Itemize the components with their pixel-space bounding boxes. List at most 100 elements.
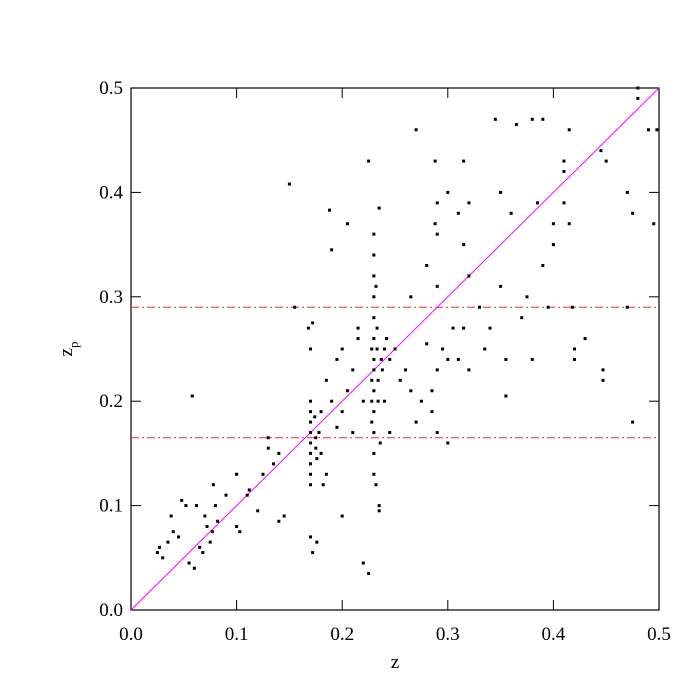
- point: [388, 431, 392, 435]
- point: [169, 514, 173, 518]
- point: [382, 347, 386, 351]
- point: [311, 551, 315, 555]
- point: [245, 493, 249, 497]
- point: [361, 399, 365, 403]
- point: [370, 420, 374, 424]
- point: [636, 96, 640, 100]
- plot-frame: [130, 87, 660, 611]
- point: [435, 201, 439, 205]
- y-axis-label: zp: [56, 342, 81, 357]
- point: [309, 399, 313, 403]
- point: [330, 399, 334, 403]
- point: [530, 117, 534, 121]
- point: [499, 190, 503, 194]
- point: [601, 368, 605, 372]
- point: [309, 535, 313, 539]
- x-tick-label: 0.2: [330, 624, 354, 645]
- point: [155, 551, 159, 555]
- point: [573, 347, 577, 351]
- point: [319, 410, 323, 414]
- point: [372, 232, 376, 236]
- point: [374, 483, 378, 487]
- point: [430, 389, 434, 393]
- point: [652, 222, 656, 226]
- point: [317, 431, 321, 435]
- point: [315, 457, 319, 461]
- point: [370, 347, 374, 351]
- point: [345, 389, 349, 393]
- point: [433, 159, 437, 163]
- point: [467, 274, 471, 278]
- point: [201, 551, 205, 555]
- point: [446, 357, 450, 361]
- point: [541, 263, 545, 267]
- point: [372, 337, 376, 341]
- point: [345, 222, 349, 226]
- point: [456, 357, 460, 361]
- point: [194, 504, 198, 508]
- point: [309, 347, 313, 351]
- point: [277, 519, 281, 523]
- point: [328, 208, 332, 212]
- point: [293, 305, 297, 309]
- point: [372, 253, 376, 257]
- point: [655, 128, 659, 132]
- point: [509, 211, 513, 215]
- point: [375, 326, 379, 330]
- point: [309, 420, 313, 424]
- point: [462, 159, 466, 163]
- point: [216, 519, 220, 523]
- point: [235, 524, 239, 528]
- point: [372, 389, 376, 393]
- point: [306, 326, 310, 330]
- point: [158, 545, 162, 549]
- point: [382, 399, 386, 403]
- point: [604, 159, 608, 163]
- point: [190, 394, 194, 398]
- point: [488, 326, 492, 330]
- point: [309, 451, 313, 455]
- point: [456, 211, 460, 215]
- point: [625, 305, 629, 309]
- point: [388, 357, 392, 361]
- point: [356, 337, 360, 341]
- point: [462, 326, 466, 330]
- point: [367, 159, 371, 163]
- point: [567, 222, 571, 226]
- point: [335, 357, 339, 361]
- point: [309, 441, 313, 445]
- point: [309, 483, 313, 487]
- point: [562, 170, 566, 174]
- point: [184, 504, 188, 508]
- point: [435, 232, 439, 236]
- point: [446, 190, 450, 194]
- point: [462, 243, 466, 247]
- x-tick-label: 0.4: [542, 624, 566, 645]
- point: [282, 514, 286, 518]
- point: [541, 117, 545, 121]
- point: [601, 378, 605, 382]
- point: [372, 451, 376, 455]
- point: [321, 483, 325, 487]
- point: [335, 425, 339, 429]
- point: [636, 86, 640, 90]
- point: [238, 530, 242, 534]
- point: [546, 305, 550, 309]
- y-tick-label: 0.4: [99, 182, 123, 203]
- point: [198, 545, 202, 549]
- point: [441, 347, 445, 351]
- point: [247, 488, 251, 492]
- point: [315, 540, 319, 544]
- y-tick-label: 0.5: [99, 78, 123, 99]
- point: [210, 530, 214, 534]
- point: [171, 530, 175, 534]
- point: [340, 347, 344, 351]
- point: [435, 284, 439, 288]
- point: [166, 540, 170, 544]
- point: [536, 201, 540, 205]
- point: [435, 368, 439, 372]
- point: [551, 243, 555, 247]
- point: [313, 415, 317, 419]
- x-tick-label: 0.5: [647, 624, 671, 645]
